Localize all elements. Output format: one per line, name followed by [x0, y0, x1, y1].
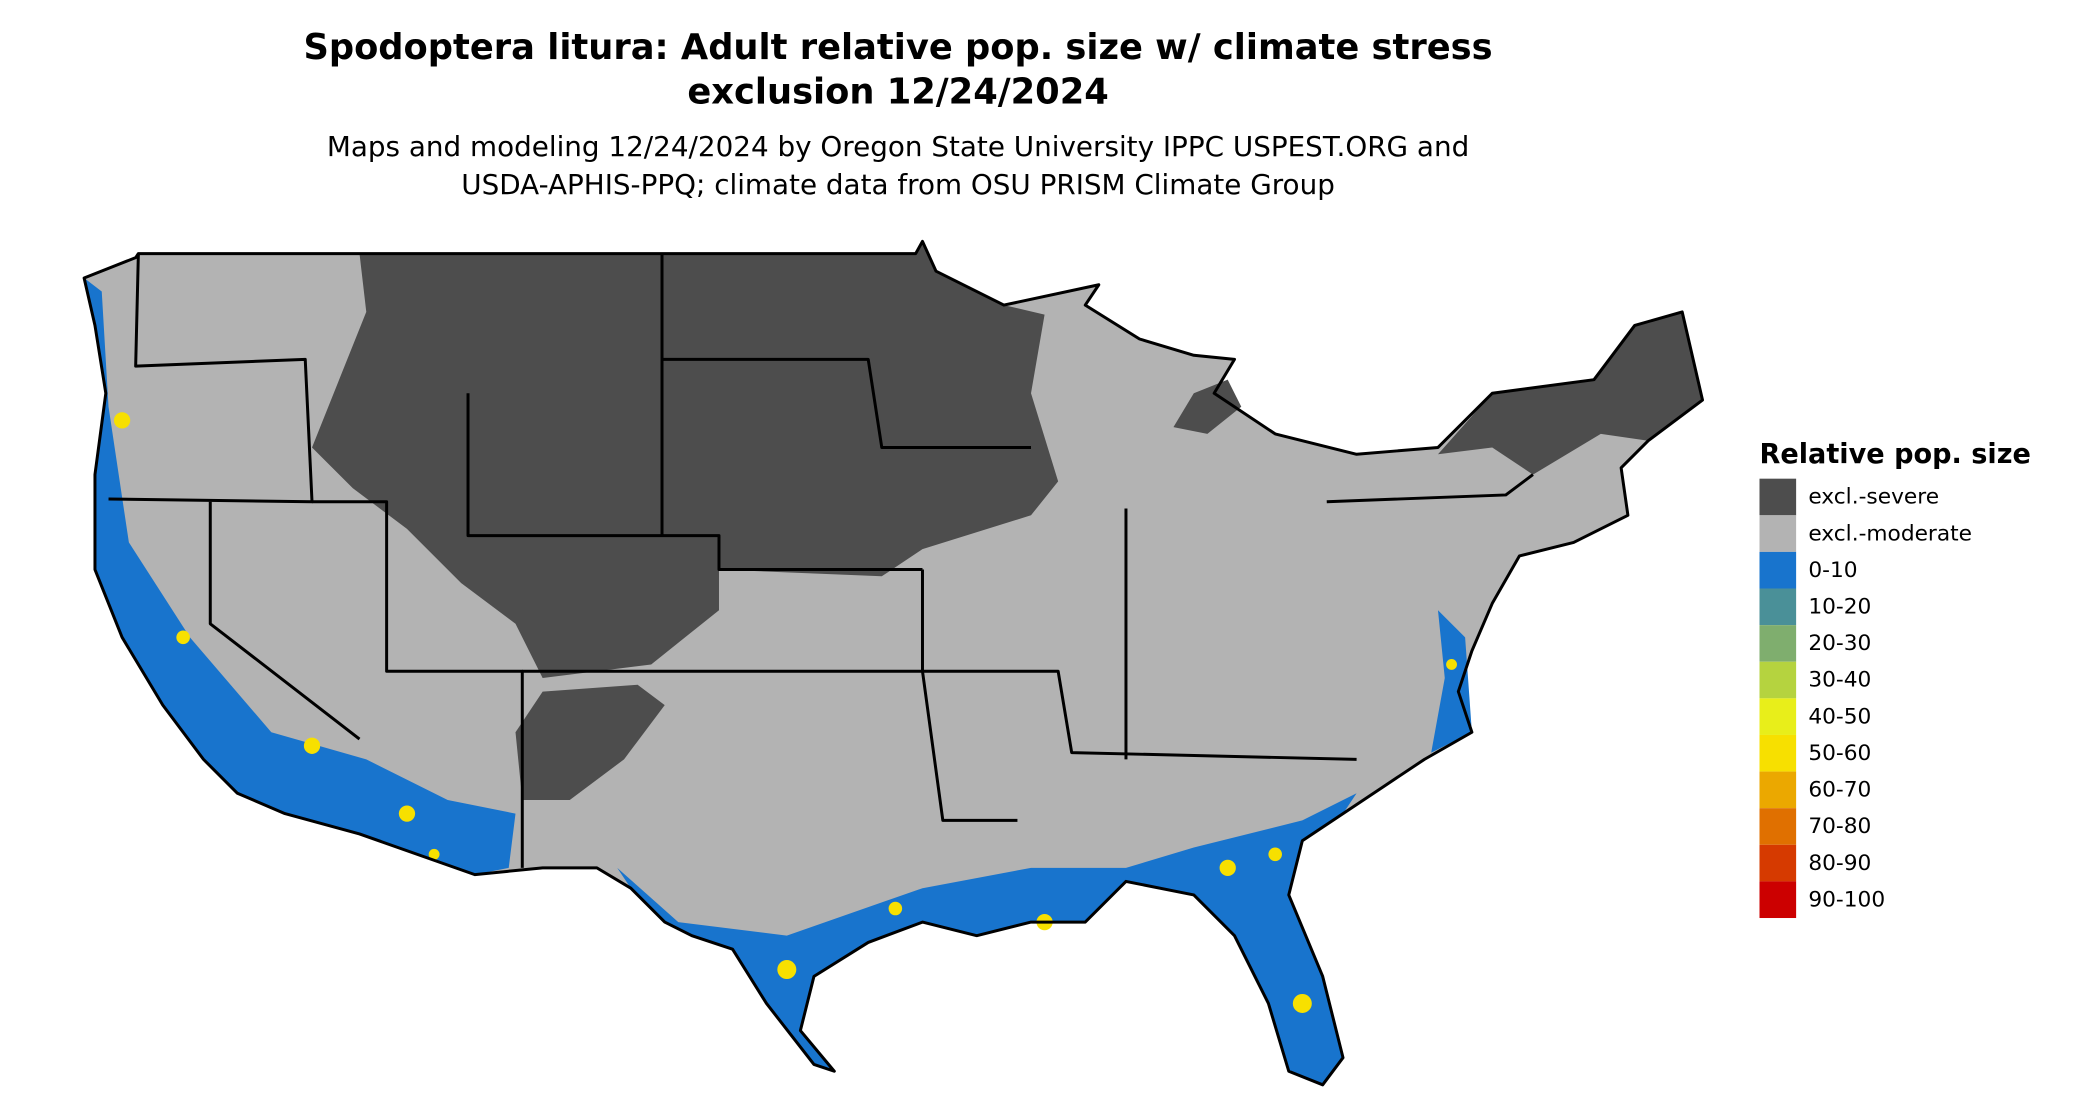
region-0-10 — [617, 793, 1357, 1085]
legend-swatch — [1759, 478, 1797, 516]
region-severe — [1437, 311, 1703, 475]
legend-swatch — [1759, 808, 1797, 845]
legend-swatch — [1759, 698, 1797, 735]
legend-label: 20-30 — [1808, 631, 1871, 656]
legend-swatch — [1759, 625, 1797, 662]
region-0-10 — [1431, 610, 1472, 753]
legend-swatch — [1759, 771, 1797, 809]
legend-label: 0-10 — [1808, 558, 1857, 583]
legend-label: 80-90 — [1808, 851, 1871, 876]
map — [82, 239, 1705, 1087]
legend-label: 40-50 — [1808, 704, 1871, 729]
legend-title: Relative pop. size — [1759, 439, 2030, 470]
legend-label: 10-20 — [1808, 594, 1871, 619]
legend-swatch — [1759, 551, 1797, 589]
legend-label: 60-70 — [1808, 778, 1871, 803]
title: exclusion 12/24/2024 — [687, 72, 1108, 113]
legend-swatch — [1759, 588, 1797, 626]
region-50-60 — [113, 412, 1457, 1013]
region-0-10 — [84, 277, 516, 875]
region-severe — [515, 684, 665, 801]
legend-label: 90-100 — [1808, 887, 1885, 912]
legend-swatch — [1759, 844, 1797, 882]
legend-label: 70-80 — [1808, 814, 1871, 839]
subtitle: USDA-APHIS-PPQ; climate data from OSU PR… — [461, 168, 1335, 201]
legend-label: 30-40 — [1808, 668, 1871, 693]
legend-swatch — [1759, 734, 1797, 772]
state-borders — [82, 239, 1705, 1087]
legend-label: 50-60 — [1808, 741, 1871, 766]
legend-swatch — [1759, 515, 1797, 552]
title: Spodoptera litura: Adult relative pop. s… — [303, 27, 1492, 68]
legend-swatch — [1759, 881, 1797, 919]
legend: excl.-severe excl.-moderate 0-10 10-20 20-30… — [1759, 478, 1972, 919]
region-severe — [1173, 379, 1242, 434]
legend-label: excl.-severe — [1808, 485, 1939, 510]
legend-swatch — [1759, 661, 1797, 699]
subtitle: Maps and modeling 12/24/2024 by Oregon S… — [327, 130, 1469, 163]
legend-label: excl.-moderate — [1808, 521, 1972, 546]
